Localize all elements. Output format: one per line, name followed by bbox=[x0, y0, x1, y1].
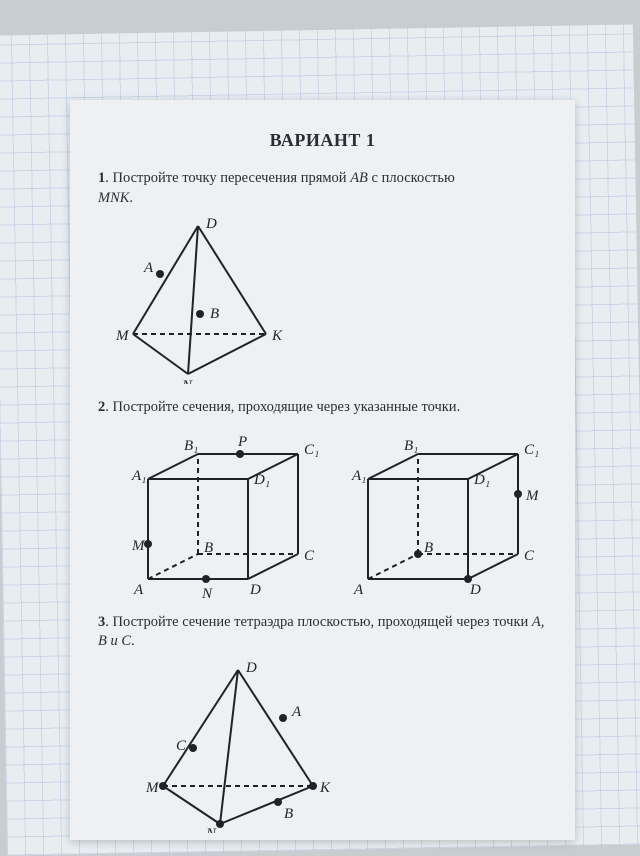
svg-text:N: N bbox=[181, 378, 193, 384]
svg-text:A₁: A₁ bbox=[131, 468, 146, 484]
problem-2: 2. Постройте сечения, проходящие через у… bbox=[98, 398, 547, 418]
svg-text:A: A bbox=[353, 582, 364, 598]
problem-1: 1. Постройте точку пересечения прямой AB… bbox=[98, 169, 547, 208]
problem-1-dot: . bbox=[129, 190, 133, 206]
figure-2-container: A D C B A₁ D₁ C₁ B₁ M N P A D C B A₁ D₁ C₁ B₁ M bbox=[128, 424, 547, 599]
svg-text:P: P bbox=[237, 434, 247, 450]
problem-3-dot: . bbox=[131, 633, 135, 649]
problem-1-text-b: с плоскостью bbox=[368, 170, 455, 186]
svg-text:N: N bbox=[201, 586, 213, 599]
svg-text:D: D bbox=[249, 582, 261, 598]
svg-text:D: D bbox=[245, 660, 257, 676]
svg-text:B₁: B₁ bbox=[404, 438, 418, 454]
svg-text:B₁: B₁ bbox=[184, 438, 198, 454]
svg-text:B: B bbox=[424, 540, 433, 556]
problem-3: 3. Постройте сечение тетраэдра плоскость… bbox=[98, 613, 547, 652]
svg-text:B: B bbox=[284, 806, 293, 822]
svg-text:A: A bbox=[143, 260, 154, 276]
svg-text:D₁: D₁ bbox=[253, 472, 270, 488]
svg-text:C: C bbox=[304, 548, 315, 564]
svg-text:B: B bbox=[204, 540, 213, 556]
svg-text:C: C bbox=[176, 738, 187, 754]
worksheet-paper: ВАРИАНТ 1 1. Постройте точку пересечения… bbox=[70, 100, 575, 840]
figure-1-container: D M K N A B bbox=[98, 214, 547, 384]
svg-text:M: M bbox=[131, 538, 146, 554]
svg-text:A: A bbox=[133, 582, 144, 598]
svg-text:A₁: A₁ bbox=[351, 468, 366, 484]
svg-text:M: M bbox=[115, 328, 130, 344]
svg-text:K: K bbox=[271, 328, 283, 344]
svg-text:M: M bbox=[525, 488, 538, 504]
figure-3-container: D M K N A B C bbox=[128, 658, 547, 833]
svg-text:M: M bbox=[145, 780, 160, 796]
svg-text:N: N bbox=[205, 826, 217, 833]
svg-text:D: D bbox=[205, 216, 217, 232]
problem-1-text-a: . Постройте точку пересечения прямой bbox=[105, 170, 350, 186]
svg-text:C: C bbox=[524, 548, 535, 564]
figure-2-cube-b: A D C B A₁ D₁ C₁ B₁ M bbox=[348, 424, 538, 599]
svg-text:K: K bbox=[319, 780, 331, 796]
problem-3-text: . Постройте сечение тетраэдра плоскостью… bbox=[105, 614, 532, 630]
svg-text:C₁: C₁ bbox=[304, 442, 318, 458]
problem-1-ab: AB bbox=[350, 170, 368, 186]
svg-text:A: A bbox=[291, 704, 302, 720]
svg-text:B: B bbox=[210, 306, 219, 322]
problem-1-mnk: MNK bbox=[98, 190, 129, 206]
figure-3-tetrahedron: D M K N A B C bbox=[128, 658, 348, 833]
problem-2-text: . Постройте сечения, проходящие через ук… bbox=[105, 399, 460, 415]
worksheet-title: ВАРИАНТ 1 bbox=[98, 130, 547, 151]
figure-1-tetrahedron: D M K N A B bbox=[98, 214, 298, 384]
svg-text:D: D bbox=[469, 582, 481, 598]
svg-text:D₁: D₁ bbox=[473, 472, 490, 488]
svg-text:C₁: C₁ bbox=[524, 442, 538, 458]
figure-2-cube-a: A D C B A₁ D₁ C₁ B₁ M N P bbox=[128, 424, 318, 599]
